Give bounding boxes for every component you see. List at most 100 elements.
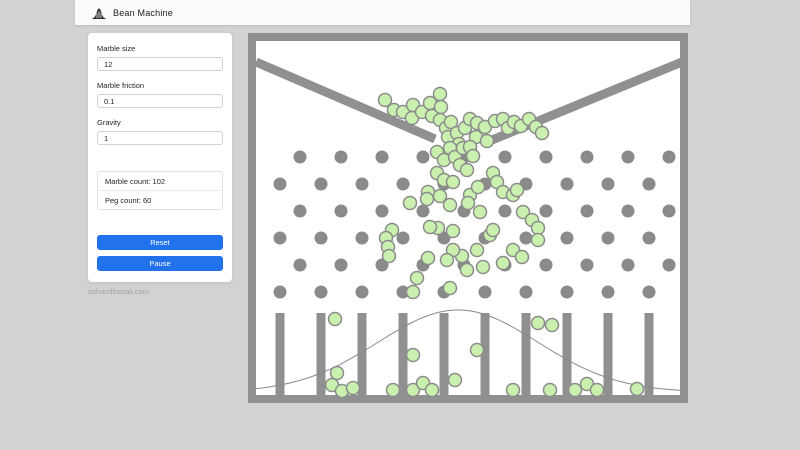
marble bbox=[381, 248, 397, 264]
marble bbox=[530, 232, 546, 248]
marble bbox=[472, 204, 488, 220]
marble bbox=[424, 382, 440, 398]
bin-divider bbox=[398, 313, 408, 395]
gaussian-curve bbox=[255, 309, 681, 391]
credit-link: sahandbabali.com bbox=[88, 287, 149, 296]
marble bbox=[469, 342, 485, 358]
peg bbox=[621, 204, 635, 218]
gravity-input[interactable] bbox=[97, 131, 223, 145]
bin-divider bbox=[357, 313, 367, 395]
peg bbox=[355, 285, 369, 299]
marble bbox=[567, 382, 583, 398]
peg bbox=[642, 231, 656, 245]
marble bbox=[542, 382, 558, 398]
marble bbox=[495, 255, 511, 271]
peg bbox=[334, 150, 348, 164]
peg bbox=[498, 150, 512, 164]
marble bbox=[327, 311, 343, 327]
bin-divider bbox=[644, 313, 654, 395]
peg bbox=[273, 231, 287, 245]
peg bbox=[314, 177, 328, 191]
peg bbox=[539, 150, 553, 164]
marble bbox=[460, 195, 476, 211]
marble bbox=[442, 197, 458, 213]
marble bbox=[433, 99, 449, 115]
peg bbox=[662, 204, 676, 218]
bin-divider bbox=[275, 313, 285, 395]
marble bbox=[419, 191, 435, 207]
marble bbox=[479, 133, 495, 149]
marble bbox=[509, 182, 525, 198]
peg bbox=[273, 177, 287, 191]
peg bbox=[601, 177, 615, 191]
peg-count-stat: Peg count: 60 bbox=[98, 190, 222, 209]
marble bbox=[629, 381, 645, 397]
bin-divider bbox=[562, 313, 572, 395]
peg bbox=[293, 150, 307, 164]
marble bbox=[385, 382, 401, 398]
peg bbox=[396, 231, 410, 245]
marble bbox=[530, 220, 546, 236]
bean-machine-logo-icon bbox=[92, 8, 106, 19]
marble bbox=[589, 382, 605, 398]
peg bbox=[560, 285, 574, 299]
gravity-label: Gravity bbox=[97, 118, 121, 127]
peg bbox=[273, 285, 287, 299]
marble bbox=[447, 372, 463, 388]
marble-size-input[interactable] bbox=[97, 57, 223, 71]
marble bbox=[459, 162, 475, 178]
marble bbox=[377, 92, 393, 108]
funnel-left-bar bbox=[254, 57, 437, 144]
marble bbox=[469, 242, 485, 258]
marble bbox=[443, 114, 459, 130]
settings-panel: Marble size Marble friction Gravity Marb… bbox=[88, 33, 232, 282]
marble bbox=[422, 219, 438, 235]
peg bbox=[560, 177, 574, 191]
app-title: Bean Machine bbox=[113, 7, 173, 18]
peg bbox=[375, 150, 389, 164]
marble-friction-input[interactable] bbox=[97, 94, 223, 108]
peg bbox=[375, 204, 389, 218]
pause-button[interactable]: Pause bbox=[97, 256, 223, 271]
marble bbox=[515, 204, 531, 220]
peg bbox=[396, 177, 410, 191]
peg bbox=[519, 231, 533, 245]
peg bbox=[601, 231, 615, 245]
peg bbox=[478, 285, 492, 299]
marble-friction-label: Marble friction bbox=[97, 81, 145, 90]
marble bbox=[485, 222, 501, 238]
bin-divider bbox=[480, 313, 490, 395]
marble bbox=[409, 270, 425, 286]
marble bbox=[544, 317, 560, 333]
peg bbox=[334, 258, 348, 272]
peg bbox=[416, 150, 430, 164]
reset-button[interactable]: Reset bbox=[97, 235, 223, 250]
marble bbox=[445, 174, 461, 190]
marble bbox=[345, 380, 361, 396]
marble bbox=[505, 382, 521, 398]
peg bbox=[662, 258, 676, 272]
marble bbox=[405, 284, 421, 300]
peg bbox=[580, 150, 594, 164]
marble bbox=[465, 148, 481, 164]
marble bbox=[439, 252, 455, 268]
peg bbox=[580, 204, 594, 218]
marble bbox=[475, 259, 491, 275]
marble bbox=[445, 223, 461, 239]
marble bbox=[405, 347, 421, 363]
bin-divider bbox=[316, 313, 326, 395]
peg bbox=[314, 231, 328, 245]
bin-divider bbox=[439, 313, 449, 395]
peg bbox=[334, 204, 348, 218]
peg bbox=[642, 177, 656, 191]
peg bbox=[621, 150, 635, 164]
peg bbox=[355, 177, 369, 191]
peg bbox=[293, 204, 307, 218]
stats-box: Marble count: 102 Peg count: 60 bbox=[97, 171, 223, 210]
marble bbox=[329, 365, 345, 381]
marble bbox=[514, 249, 530, 265]
peg bbox=[314, 285, 328, 299]
peg bbox=[519, 285, 533, 299]
peg bbox=[560, 231, 574, 245]
marble bbox=[402, 195, 418, 211]
